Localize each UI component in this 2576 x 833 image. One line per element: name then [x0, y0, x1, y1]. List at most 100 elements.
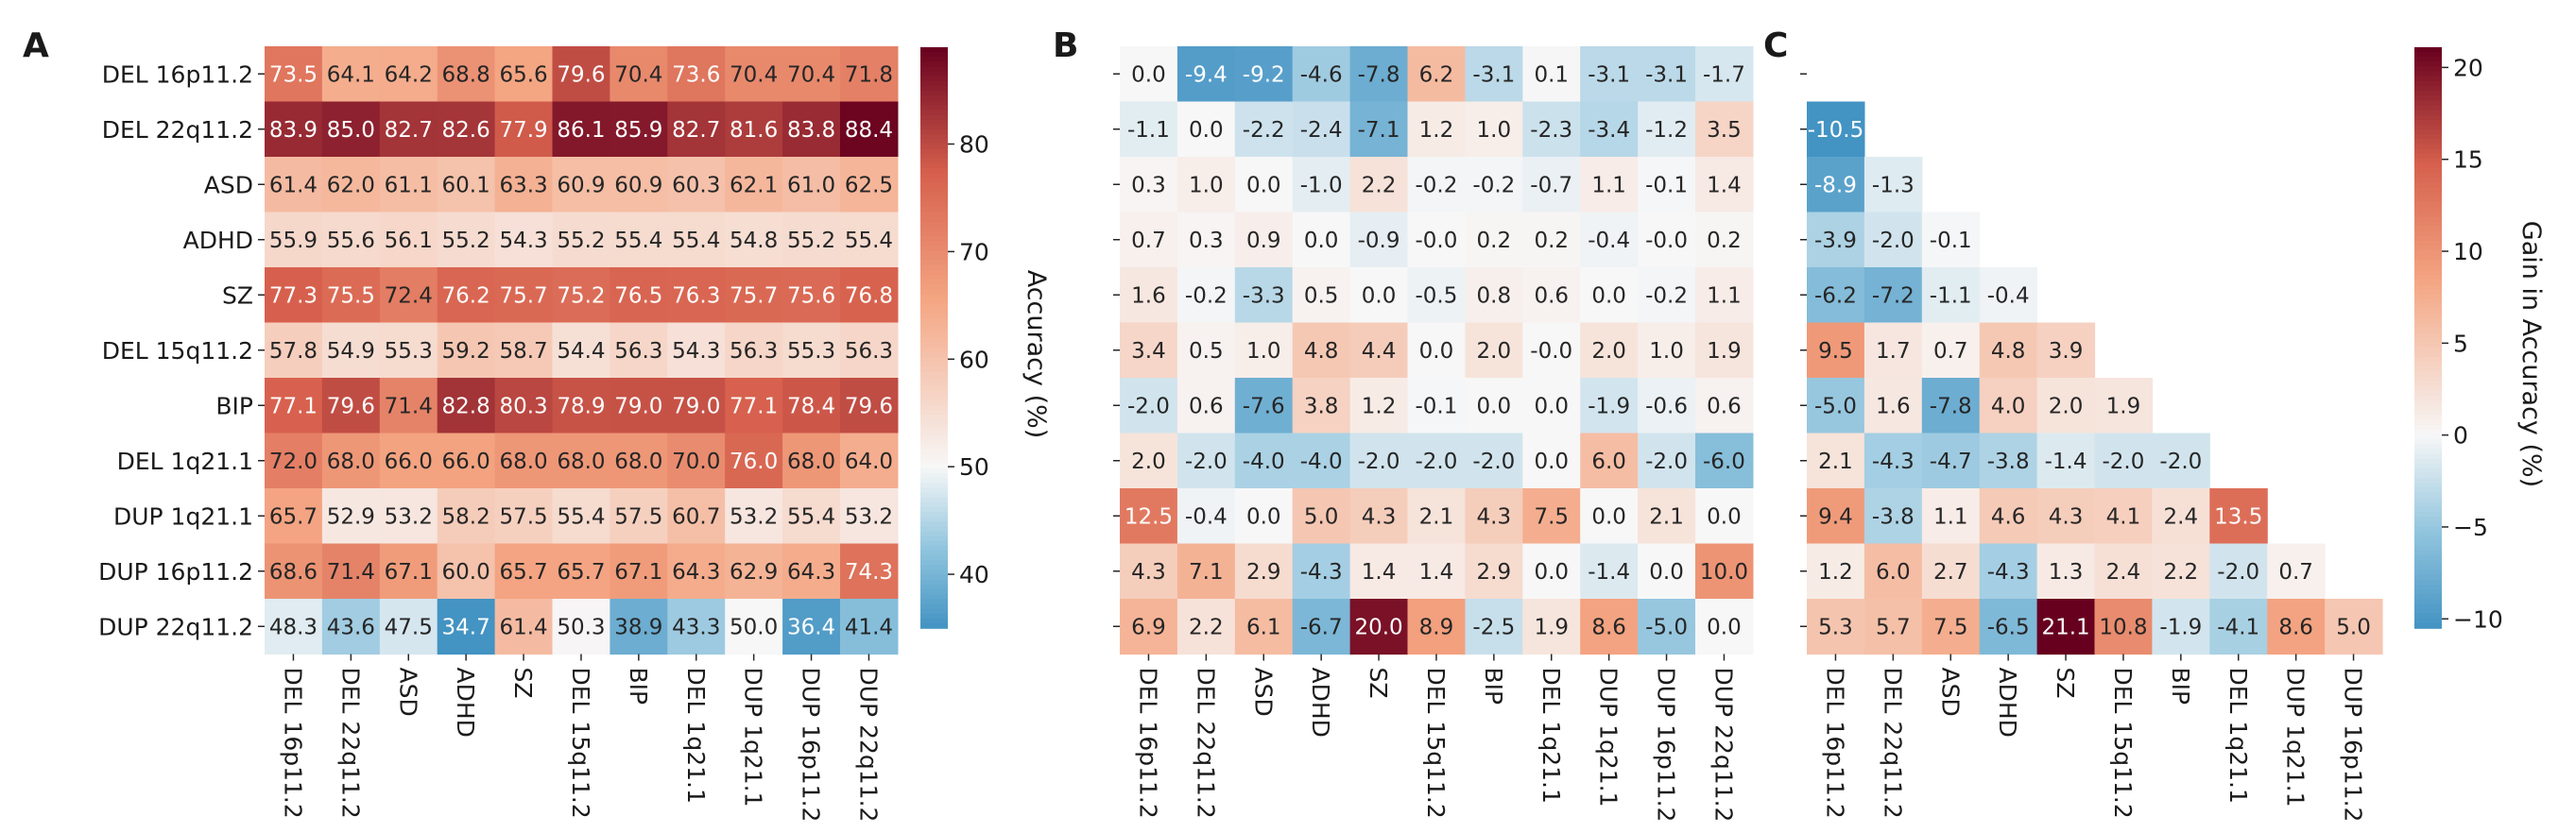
- cell-label-1-2-3: -1.0: [1300, 173, 1343, 197]
- colorbar-accuracy-band: [920, 250, 948, 257]
- colorbar-accuracy-band: [920, 61, 948, 68]
- colorbar-accuracy-band: [920, 95, 948, 102]
- cell-0-8-0: [265, 488, 323, 545]
- colorbar-gain-band: [2414, 599, 2442, 605]
- cell-1-4-2: [1234, 267, 1294, 324]
- row-label-asd: ASD: [204, 171, 253, 198]
- cell-label-1-7-0: 2.0: [1131, 450, 1166, 474]
- cell-1-8-10: [1695, 488, 1754, 545]
- colorbar-accuracy-band: [920, 594, 948, 601]
- cell-2-8-1: [1863, 488, 1923, 545]
- cell-label-0-4-8: 75.7: [730, 283, 778, 308]
- colorbar-accuracy-band: [920, 429, 948, 435]
- colorbar-accuracy-band: [920, 308, 948, 314]
- cell-label-1-5-7: -0.0: [1530, 339, 1572, 364]
- cell-2-6-4: [2036, 378, 2096, 434]
- col-label-1-del-22q11-2: DEL 22q11.2: [1192, 668, 1219, 819]
- colorbar-gain-band: [2414, 114, 2442, 121]
- cell-label-1-8-1: -0.4: [1185, 504, 1228, 529]
- cell-label-0-2-9: 61.0: [787, 173, 835, 197]
- colorbar-gain-band: [2414, 594, 2442, 601]
- cell-0-10-8: [725, 599, 783, 655]
- cell-1-3-3: [1292, 212, 1351, 268]
- cell-2-6-2: [1921, 378, 1981, 434]
- colorbar-gain-band: [2414, 381, 2442, 387]
- cell-1-7-9: [1638, 433, 1696, 489]
- cell-label-1-9-5: 1.4: [1419, 560, 1454, 585]
- cell-label-2-4-0: -6.2: [1814, 283, 1857, 308]
- cell-label-2-7-6: -2.0: [2159, 450, 2202, 474]
- cell-0-9-3: [437, 543, 496, 600]
- cell-2-9-4: [2036, 543, 2096, 600]
- colorbar-accuracy-band: [920, 173, 948, 179]
- cell-label-0-8-1: 52.9: [327, 504, 375, 529]
- cell-label-0-8-3: 58.2: [442, 504, 490, 529]
- colorbar-accuracy-band: [920, 86, 948, 92]
- colorbar-gain-band: [2414, 47, 2442, 53]
- cell-label-0-6-6: 79.0: [614, 394, 662, 418]
- cell-label-1-3-7: 0.2: [1534, 229, 1569, 253]
- colorbar-accuracy-band: [920, 618, 948, 624]
- colorbar-gain-band: [2414, 221, 2442, 228]
- cell-label-1-5-9: 1.0: [1649, 339, 1684, 364]
- cell-label-0-5-3: 59.2: [442, 339, 490, 364]
- cell-label-1-8-2: 0.0: [1246, 504, 1281, 529]
- cell-1-10-3: [1292, 599, 1351, 655]
- cell-1-1-3: [1292, 101, 1351, 158]
- cell-1-0-7: [1522, 46, 1581, 103]
- cell-2-10-8: [2267, 599, 2326, 655]
- cell-0-1-1: [321, 101, 381, 158]
- cell-label-0-8-4: 57.5: [499, 504, 547, 529]
- cell-0-6-9: [782, 378, 841, 434]
- cell-label-0-4-4: 75.7: [499, 283, 547, 308]
- colorbar-accuracy-band: [920, 337, 948, 344]
- cell-0-1-0: [265, 101, 323, 158]
- colorbar-gain-band: [2414, 192, 2442, 198]
- cell-label-2-7-5: -2.0: [2103, 450, 2145, 474]
- colorbar-gain-band: [2414, 560, 2442, 567]
- colorbar-accuracy-band: [920, 139, 948, 145]
- cell-label-0-4-10: 76.8: [845, 283, 893, 308]
- cell-2-8-4: [2036, 488, 2096, 545]
- colorbar-accuracy-band: [920, 221, 948, 228]
- cell-label-1-4-1: -0.2: [1185, 283, 1228, 308]
- row-label-dup-16p11-2: DUP 16p11.2: [98, 558, 253, 586]
- colorbar-gain-band: [2414, 517, 2442, 523]
- colorbar-accuracy-band: [920, 230, 948, 237]
- cell-label-1-4-9: -0.2: [1645, 283, 1688, 308]
- cell-label-2-5-0: 9.5: [1818, 339, 1853, 364]
- cell-1-10-7: [1522, 599, 1581, 655]
- colorbar-gain-band: [2414, 255, 2442, 262]
- cell-label-1-9-9: 0.0: [1649, 560, 1684, 585]
- colorbar-gain-band: [2414, 463, 2442, 469]
- cell-0-2-9: [782, 157, 841, 213]
- colorbar-accuracy-band: [920, 415, 948, 421]
- cell-1-7-10: [1695, 433, 1754, 489]
- cell-label-0-9-0: 68.6: [269, 560, 318, 585]
- cell-1-4-5: [1407, 267, 1466, 324]
- cell-label-0-5-2: 55.3: [385, 339, 433, 364]
- colorbar-accuracy-band: [920, 269, 948, 276]
- colorbar-accuracy-band: [920, 478, 948, 484]
- cell-1-4-10: [1695, 267, 1754, 324]
- cell-label-0-1-1: 85.0: [327, 118, 375, 143]
- colorbar-accuracy-band: [920, 463, 948, 469]
- cell-label-0-10-2: 47.5: [385, 615, 433, 639]
- cell-label-1-0-4: -7.8: [1358, 62, 1400, 87]
- colorbar-accuracy-band: [920, 303, 948, 310]
- cell-label-0-1-8: 81.6: [730, 118, 778, 143]
- cell-label-1-6-10: 0.6: [1707, 394, 1742, 418]
- cell-label-1-6-9: -0.6: [1645, 394, 1688, 418]
- cell-label-0-3-9: 55.2: [787, 229, 835, 253]
- colorbar-accuracy-band: [920, 390, 948, 397]
- cell-2-9-5: [2094, 543, 2153, 600]
- cell-label-0-2-3: 60.1: [442, 173, 490, 197]
- cell-1-1-9: [1638, 101, 1696, 158]
- cell-label-1-7-5: -2.0: [1416, 450, 1458, 474]
- cell-1-9-5: [1407, 543, 1466, 600]
- cell-0-2-5: [552, 157, 610, 213]
- cell-label-2-10-2: 7.5: [1933, 615, 1968, 639]
- cell-label-2-10-3: -6.5: [1987, 615, 2030, 639]
- cell-label-1-5-2: 1.0: [1246, 339, 1281, 364]
